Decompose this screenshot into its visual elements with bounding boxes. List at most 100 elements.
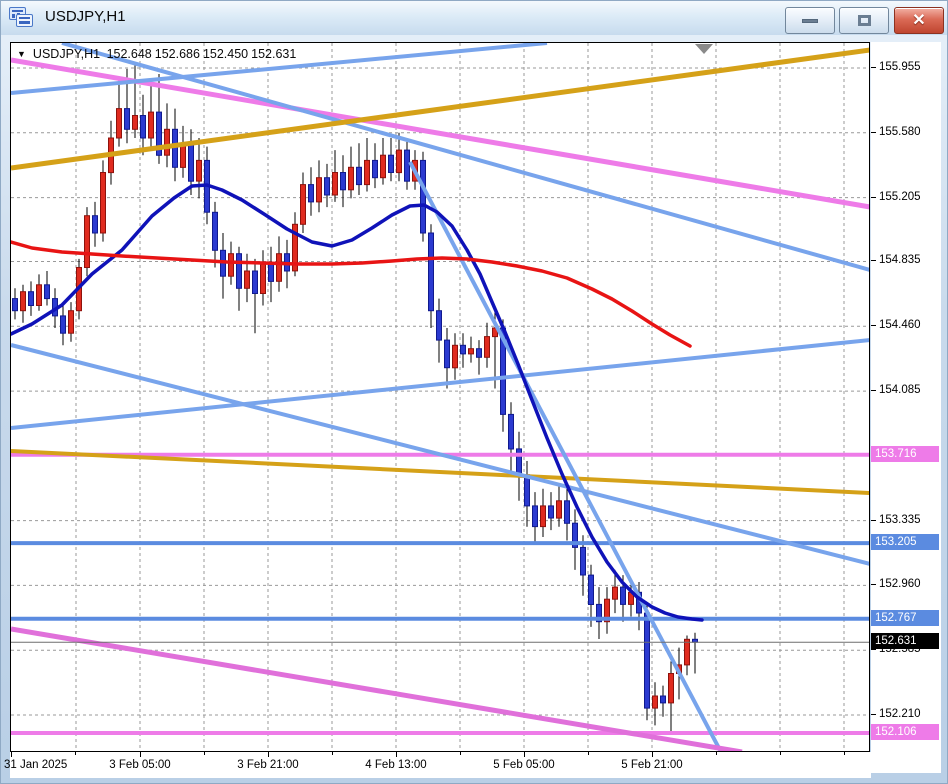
trend-line-blue-mid-falling[interactable] <box>11 343 869 566</box>
price-label: 154.835 <box>879 254 921 266</box>
price-label: 155.580 <box>879 126 921 138</box>
ma-fast-navy <box>11 183 704 622</box>
trend-line-magenta-lower-falling[interactable] <box>11 626 743 751</box>
candle-body <box>308 184 314 203</box>
candle-body <box>20 291 26 312</box>
symbol-dropdown-icon[interactable]: ▼ <box>17 49 26 59</box>
trend-line-blue-mid-rising[interactable] <box>11 338 869 430</box>
candle-body <box>252 270 258 294</box>
price-axis[interactable]: 155.955 155.580 155.205 154.835 154.460 154.0… <box>871 42 941 773</box>
candle-body <box>268 263 274 282</box>
candle-body <box>124 108 130 130</box>
candle-body <box>428 232 434 312</box>
candle-body <box>132 115 138 130</box>
minimize-button[interactable] <box>785 7 835 34</box>
restore-button[interactable] <box>839 7 889 34</box>
candle-body <box>300 184 306 225</box>
candle-body <box>212 211 218 251</box>
candle-body <box>492 327 498 338</box>
candle-body <box>452 344 458 369</box>
candle-body <box>228 253 234 277</box>
candle-body <box>188 142 194 182</box>
price-tick <box>871 649 876 650</box>
trend-line-blue-long-falling[interactable] <box>61 43 869 272</box>
candle-body <box>692 638 698 643</box>
candle-body <box>92 215 98 234</box>
info-high: 152.686 <box>154 47 200 61</box>
candle-body <box>484 336 490 358</box>
time-axis[interactable]: 31 Jan 2025 3 Feb 05:00 3 Feb 21:00 4 Feb 1… <box>4 752 871 778</box>
candle-body <box>236 253 242 289</box>
price-level-label: 152.767 <box>871 610 939 626</box>
candle-body <box>28 291 34 307</box>
candle-body <box>116 108 122 139</box>
candle-body <box>508 413 514 450</box>
price-tick <box>871 325 876 326</box>
candle-body <box>260 263 266 295</box>
candle-body <box>316 177 322 203</box>
time-minor-tick <box>75 752 76 755</box>
price-tick <box>871 67 876 68</box>
candle-body <box>292 223 298 272</box>
time-label: 31 Jan 2025 <box>4 759 68 771</box>
price-label: 155.955 <box>879 61 921 73</box>
time-label: 5 Feb 21:00 <box>621 759 683 771</box>
price-label: 154.460 <box>879 319 921 331</box>
candle-body <box>84 215 90 268</box>
candle-body <box>396 149 402 174</box>
candle-body <box>460 344 466 355</box>
trend-line-gold-falling[interactable] <box>11 449 869 495</box>
chart-canvas[interactable] <box>11 43 869 751</box>
title-bar[interactable]: USDJPY,H1 ✕ <box>1 1 947 35</box>
candle-body <box>580 546 586 576</box>
time-label: 3 Feb 05:00 <box>109 759 171 771</box>
candle-body <box>156 111 162 156</box>
candle-body <box>684 638 690 666</box>
chart-shift-marker-icon[interactable] <box>695 44 713 54</box>
candle-body <box>604 598 610 623</box>
candle-body <box>68 310 74 334</box>
restore-icon <box>857 15 871 26</box>
candle-body <box>436 310 442 341</box>
price-label: 153.335 <box>879 514 921 526</box>
time-label: 3 Feb 21:00 <box>237 759 299 771</box>
time-minor-tick <box>588 752 589 755</box>
candle-body <box>332 172 338 196</box>
price-tick <box>871 260 876 261</box>
candle-body <box>356 166 362 186</box>
current-price-label: 152.631 <box>871 633 939 649</box>
chart-icon <box>9 7 35 29</box>
candlestick-chart[interactable] <box>10 42 870 752</box>
candle-body <box>340 172 346 191</box>
candle-body <box>36 284 42 306</box>
time-minor-tick <box>332 752 333 755</box>
candle-body <box>172 128 178 168</box>
time-tick <box>11 752 12 757</box>
time-tick <box>652 752 653 757</box>
candle-body <box>420 159 426 234</box>
trend-line-gold-rising[interactable] <box>11 47 869 171</box>
time-minor-tick <box>716 752 717 755</box>
ma-slow-red <box>11 240 692 348</box>
candle-body <box>612 586 618 600</box>
candle-body <box>548 505 554 519</box>
candle-body <box>660 695 666 704</box>
candle-body <box>372 159 378 179</box>
trend-line-pink-upper-falling[interactable] <box>11 57 869 210</box>
candle-body <box>348 166 354 191</box>
candle-body <box>476 348 482 358</box>
price-level-label: 153.205 <box>871 534 939 550</box>
candle-body <box>380 154 386 179</box>
time-minor-tick <box>844 752 845 755</box>
trend-line-blue-upper-rising[interactable] <box>11 43 548 95</box>
candle-body <box>388 154 394 173</box>
price-label: 152.960 <box>879 578 921 590</box>
window-title: USDJPY,H1 <box>45 8 126 25</box>
candle-body <box>572 522 578 548</box>
candle-body <box>148 111 154 139</box>
candle-body <box>564 500 570 524</box>
candle-body <box>364 159 370 186</box>
price-tick <box>871 390 876 391</box>
close-button[interactable]: ✕ <box>894 7 944 34</box>
